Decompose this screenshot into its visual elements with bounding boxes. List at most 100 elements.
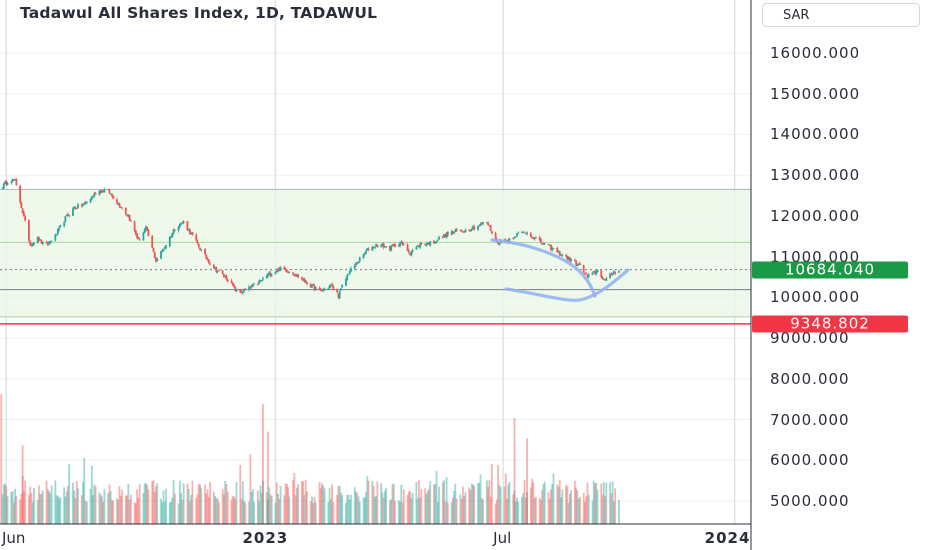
candle-body xyxy=(463,231,466,233)
candle-body xyxy=(480,223,483,225)
currency-button[interactable]: SAR xyxy=(762,3,920,27)
candle-body xyxy=(127,215,130,217)
candle-body xyxy=(382,243,385,248)
candle-body xyxy=(338,290,341,299)
volume-bar xyxy=(416,498,419,524)
candle-body xyxy=(206,258,209,261)
volume-bar xyxy=(143,483,146,524)
candle-body xyxy=(356,262,359,264)
volume-bar xyxy=(20,494,23,524)
volume-bar xyxy=(503,486,506,524)
candle-body xyxy=(147,229,150,237)
candle-body xyxy=(112,195,115,199)
volume-bar xyxy=(182,483,185,524)
volume-bar xyxy=(126,495,128,524)
volume-bar xyxy=(10,492,13,524)
volume-bar xyxy=(72,482,74,524)
candle-body xyxy=(73,207,76,209)
volume-bar xyxy=(575,487,578,524)
candle-body xyxy=(216,271,219,273)
candle-body xyxy=(189,229,191,235)
candle-body xyxy=(321,290,323,292)
candle-body xyxy=(265,276,268,279)
candle-body xyxy=(490,231,493,234)
candle-body xyxy=(415,246,418,250)
volume-bar xyxy=(415,482,418,524)
candle-body xyxy=(133,221,136,231)
volume-bar xyxy=(547,492,550,524)
volume-bar xyxy=(529,487,532,524)
volume-bar xyxy=(221,488,224,524)
candle-body xyxy=(268,272,271,275)
candle-body xyxy=(340,288,342,291)
volume-bar xyxy=(385,487,388,524)
candle-body xyxy=(41,241,44,244)
volume-bar xyxy=(111,500,113,524)
volume-bar xyxy=(74,497,77,524)
candle-body xyxy=(205,254,208,259)
volume-bar xyxy=(36,499,39,524)
candle-body xyxy=(523,231,526,233)
volume-bar xyxy=(129,494,132,524)
candle-body xyxy=(11,179,14,182)
volume-bar xyxy=(319,487,322,524)
volume-bar xyxy=(209,481,211,524)
candle-body xyxy=(441,236,444,238)
candle-body xyxy=(433,240,435,243)
candle-body xyxy=(612,271,615,274)
volume-bar xyxy=(288,496,291,524)
volume-bar xyxy=(489,496,492,524)
candle-body xyxy=(75,208,78,209)
volume-bar xyxy=(309,501,312,524)
volume-bar xyxy=(145,482,147,524)
candle-body xyxy=(531,237,534,239)
volume-bar xyxy=(350,494,352,524)
candle-body xyxy=(65,214,68,216)
volume-bar xyxy=(367,480,370,524)
volume-bar xyxy=(55,495,58,524)
candle-body xyxy=(552,248,555,250)
volume-bar xyxy=(618,500,620,524)
volume-bar xyxy=(424,488,427,524)
candle-body xyxy=(116,199,118,204)
candle-body xyxy=(609,273,612,279)
candle-body xyxy=(582,265,585,273)
candle-body xyxy=(312,284,315,286)
volume-bar xyxy=(24,480,27,524)
candle-body xyxy=(29,241,32,246)
candle-body xyxy=(292,272,295,275)
candle-body xyxy=(560,254,562,256)
candle-body xyxy=(587,274,590,277)
volume-bar xyxy=(48,491,50,524)
volume-bar xyxy=(495,499,498,524)
volume-bar xyxy=(384,490,386,524)
volume-bar xyxy=(561,489,564,524)
volume-bar xyxy=(443,480,445,524)
volume-bar xyxy=(451,497,454,524)
volume-bar xyxy=(485,480,488,524)
candle-body xyxy=(329,284,332,286)
candle-body xyxy=(425,243,428,246)
candle-body xyxy=(400,241,403,243)
volume-bar xyxy=(262,480,264,524)
volume-bar xyxy=(162,490,165,524)
candle-body xyxy=(460,230,463,232)
candle-body xyxy=(585,273,588,275)
volume-bar xyxy=(186,483,189,524)
volume-bar xyxy=(573,480,576,524)
volume-bar xyxy=(323,488,326,524)
candle-body xyxy=(327,287,330,289)
candle-body xyxy=(162,249,165,251)
volume-bar xyxy=(402,489,405,524)
candle-body xyxy=(278,268,281,271)
volume-bar xyxy=(568,493,571,524)
candle-body xyxy=(494,233,497,240)
candle-body xyxy=(348,271,351,275)
candle-body xyxy=(314,287,317,290)
candle-body xyxy=(478,225,481,227)
volume-bar xyxy=(337,486,340,524)
volume-bar xyxy=(526,492,528,524)
candle-body xyxy=(363,252,366,255)
candle-body xyxy=(1,188,4,190)
